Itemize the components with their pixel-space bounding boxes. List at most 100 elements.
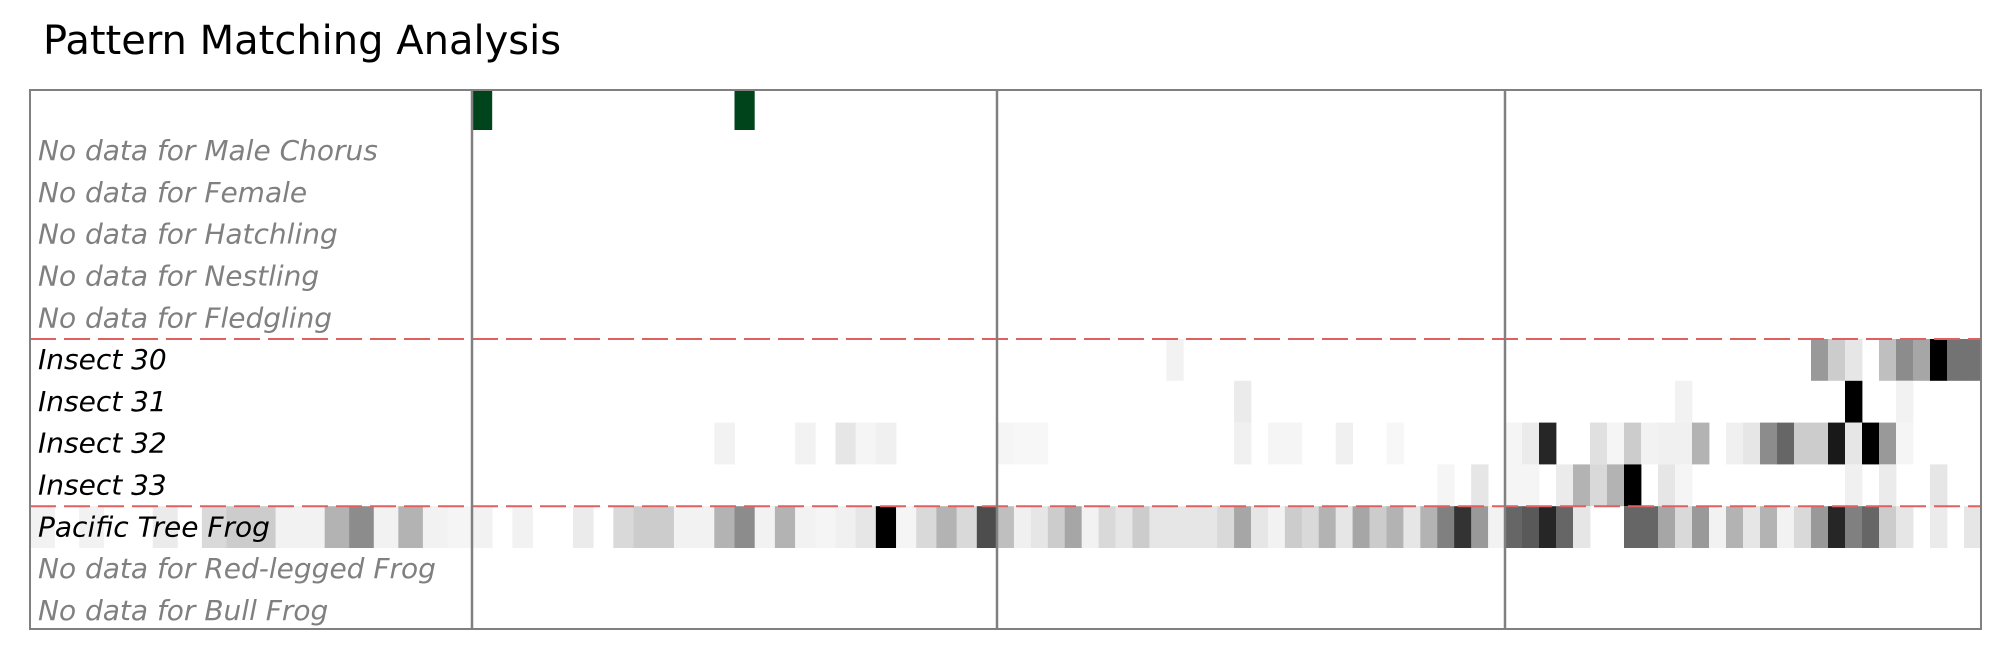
heatmap-cell: [1318, 506, 1337, 548]
heatmap-cell: [1284, 506, 1303, 548]
heatmap-cell: [1862, 422, 1880, 465]
page-title: Pattern Matching Analysis: [43, 18, 562, 64]
heatmap-cell: [1930, 339, 1948, 381]
heatmap-cell: [1607, 422, 1625, 465]
row-label: Insect 30: [38, 343, 167, 376]
heatmap-cell: [1828, 506, 1846, 548]
heatmap-cell: [1930, 464, 1948, 507]
heatmap-cell: [1081, 506, 1099, 548]
heatmap-cell: [835, 506, 857, 548]
heatmap-cell: [1234, 422, 1252, 465]
row-label: Insect 33: [38, 469, 167, 502]
heatmap-cell: [349, 506, 375, 548]
heatmap-cell: [1658, 464, 1676, 507]
heatmap-cell: [1607, 464, 1625, 507]
heatmap-cell: [1947, 339, 1965, 381]
heatmap-cell: [1539, 422, 1557, 465]
heatmap-cell: [1811, 339, 1829, 381]
row-label: No data for Nestling: [38, 260, 319, 293]
heatmap-cell: [916, 506, 937, 548]
heatmap-cell: [1879, 339, 1897, 381]
row-label: No data for Hatchling: [38, 218, 338, 251]
row-label: Pacific Tree Frog: [38, 510, 270, 543]
heatmap-cell: [1590, 464, 1608, 507]
heatmap-cell: [1828, 422, 1846, 465]
heatmap-cell: [1743, 422, 1761, 465]
heatmap-cell: [855, 422, 877, 465]
heatmap-cell: [1811, 506, 1829, 548]
heatmap-cell: [1624, 422, 1642, 465]
heatmap-cell: [1454, 506, 1472, 548]
heatmap-cell: [1913, 339, 1931, 381]
heatmap-cell: [997, 506, 1015, 548]
heatmap-cell: [572, 506, 594, 548]
heatmap-cell: [714, 506, 735, 548]
heatmap-cell: [373, 506, 399, 548]
heatmap-cell: [1964, 506, 1982, 548]
heatmap-cell: [1692, 422, 1710, 465]
heatmap-cell: [1879, 464, 1897, 507]
heatmap-cell: [1200, 506, 1218, 548]
heatmap-cell: [795, 422, 816, 465]
heatmap-cell: [1115, 506, 1133, 548]
heatmap-cell: [1098, 506, 1116, 548]
heatmap-cell: [1166, 339, 1184, 381]
heatmap-cell: [1760, 506, 1778, 548]
row-label: No data for Red-legged Frog: [38, 552, 436, 585]
heatmap-cell: [1624, 464, 1642, 507]
row-label: No data for Female: [38, 176, 307, 209]
heatmap-cell: [1386, 422, 1404, 465]
heatmap-cell: [875, 506, 897, 548]
heatmap-cell: [1675, 380, 1693, 423]
heatmap-cell: [1234, 506, 1252, 548]
heatmap-cell: [79, 506, 105, 548]
heatmap-cell: [956, 506, 978, 548]
heatmap-cell: [275, 506, 301, 548]
heatmap-cell: [1522, 464, 1540, 507]
heatmap-cell: [1845, 422, 1863, 465]
heatmap-cell: [1658, 506, 1676, 548]
heatmap-cell: [1488, 506, 1506, 548]
row-label: No data for Fledgling: [38, 301, 332, 334]
heatmap-cell: [1709, 506, 1727, 548]
heatmap-cell: [1896, 339, 1914, 381]
chart-frame: [29, 89, 1982, 630]
heatmap-cell: [1437, 506, 1455, 548]
heatmap-cell: [694, 506, 715, 548]
heatmap-cell: [1013, 422, 1032, 465]
heatmap-cell: [1149, 506, 1167, 548]
heatmap-cell: [875, 422, 897, 465]
heatmap-cell: [1845, 506, 1863, 548]
heatmap-cell: [855, 506, 877, 548]
heatmap-cell: [1013, 506, 1032, 548]
heatmap-cell: [1386, 506, 1404, 548]
heatmap-cell: [1777, 422, 1795, 465]
heatmap-cell: [1556, 464, 1574, 507]
heatmap-cell: [1335, 506, 1353, 548]
heatmap-cell: [1896, 422, 1914, 465]
heatmap-cell: [1064, 506, 1083, 548]
heatmap-cell: [1828, 339, 1846, 381]
heatmap-cell: [1964, 339, 1982, 381]
heatmap-cell: [472, 506, 493, 548]
heatmap-cell: [30, 506, 55, 548]
heatmap-cell: [1251, 506, 1269, 548]
heatmap-cell: [1845, 380, 1863, 423]
heatmap-cell: [1845, 339, 1863, 381]
heatmap-cell: [1726, 506, 1744, 548]
heatmap-cell: [1030, 422, 1049, 465]
heatmap-cell: [1692, 506, 1710, 548]
heatmap-cell: [398, 506, 424, 548]
heatmap-cell: [1845, 464, 1863, 507]
heatmap-cell: [1573, 506, 1591, 548]
heatmap-cell: [1267, 506, 1286, 548]
heatmap-cell: [1930, 506, 1948, 548]
heatmap-cell: [1403, 506, 1421, 548]
row-label: No data for Male Chorus: [38, 134, 378, 167]
heatmap-cell: [226, 506, 252, 548]
heatmap-cell: [300, 506, 326, 548]
heatmap-cell: [714, 422, 735, 465]
heatmap-cell: [613, 506, 634, 548]
heatmap-cell: [251, 506, 276, 548]
